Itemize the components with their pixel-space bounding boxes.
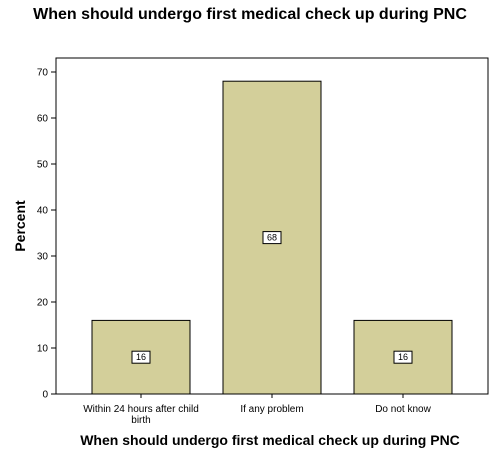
y-tick-label: 50 xyxy=(37,160,49,171)
y-tick-label: 40 xyxy=(37,206,49,217)
x-tick-label: Within 24 hours after child xyxy=(83,404,199,415)
x-tick-label: If any problem xyxy=(240,404,303,415)
y-axis: 0 10 20 30 40 50 60 70 xyxy=(37,68,56,401)
y-tick-label: 70 xyxy=(37,68,49,79)
data-label: 68 xyxy=(267,233,277,243)
y-tick-label: 10 xyxy=(37,344,49,355)
data-label: 16 xyxy=(398,352,408,362)
y-tick-label: 20 xyxy=(37,298,49,309)
bars-group: 16 68 16 xyxy=(91,80,453,395)
data-label-box xyxy=(262,231,282,245)
y-tick-label: 30 xyxy=(37,252,49,263)
y-tick-label: 0 xyxy=(42,390,48,401)
data-label: 16 xyxy=(136,352,146,362)
chart-title: When should undergo first medical check … xyxy=(33,6,467,23)
x-axis-title: When should undergo first medical check … xyxy=(80,432,460,448)
y-tick-label: 60 xyxy=(37,114,49,125)
y-axis-title: Percent xyxy=(12,200,28,252)
x-tick-label: birth xyxy=(131,415,150,426)
data-label-box xyxy=(393,350,413,364)
data-label-box xyxy=(131,350,151,364)
x-tick-label: Do not know xyxy=(375,404,431,415)
